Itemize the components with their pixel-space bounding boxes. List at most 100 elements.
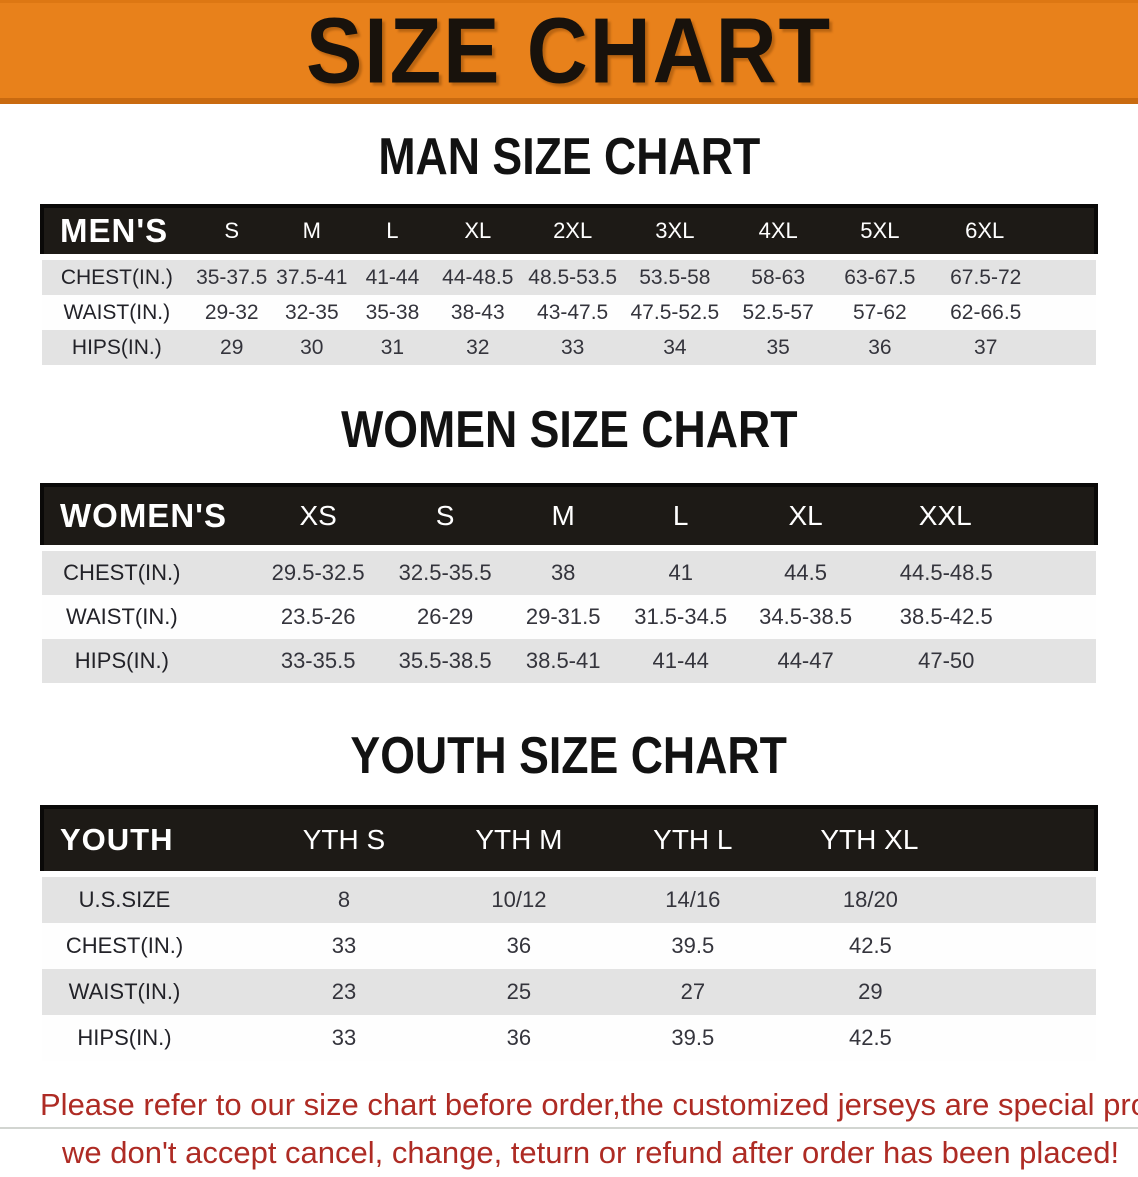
women-cell: 34.5-38.5 <box>739 595 872 639</box>
men-cell: 43-47.5 <box>522 295 623 330</box>
men-cell: 67.5-72 <box>930 254 1096 295</box>
men-cell: 37.5-41 <box>271 254 352 295</box>
men-cell: 29 <box>191 330 272 365</box>
youth-cell: 23 <box>255 969 432 1015</box>
men-cell: 33 <box>522 330 623 365</box>
men-cell: 35-37.5 <box>191 254 272 295</box>
men-row-label: WAIST(IN.) <box>42 295 192 330</box>
youth-section-heading: YOUTH SIZE CHART <box>0 727 1138 786</box>
youth-cell: 42.5 <box>779 1015 1096 1061</box>
women-table-header-row: WOMEN'S XS S M L XL XXL <box>40 483 1098 550</box>
men-column-header: 2XL <box>522 204 623 259</box>
men-cell: 48.5-53.5 <box>522 254 623 295</box>
size-chart-banner: SIZE CHART <box>0 0 1138 104</box>
youth-table-row: U.S.SIZE 8 10/12 14/16 18/20 <box>42 871 1096 923</box>
men-column-header: 3XL <box>622 204 728 259</box>
youth-cell: 18/20 <box>779 871 1096 923</box>
women-cell: 31.5-34.5 <box>621 595 740 639</box>
youth-cell: 8 <box>255 871 432 923</box>
women-cell: 33-35.5 <box>250 639 386 683</box>
youth-table-row: HIPS(IN.) 33 36 39.5 42.5 <box>42 1015 1096 1061</box>
women-cell: 44.5-48.5 <box>871 545 1096 595</box>
youth-cell: 25 <box>431 969 606 1015</box>
men-table-header-row: MEN'S S M L XL 2XL 3XL 4XL 5XL 6XL <box>40 204 1098 259</box>
youth-cell: 14/16 <box>605 871 780 923</box>
women-cell: 41 <box>621 545 740 595</box>
youth-table-label: YOUTH <box>40 805 256 876</box>
women-table-label: WOMEN'S <box>40 483 251 550</box>
youth-cell: 27 <box>605 969 780 1015</box>
youth-row-label: WAIST(IN.) <box>42 969 256 1015</box>
women-cell: 38.5-41 <box>504 639 622 683</box>
men-table-label: MEN'S <box>40 204 192 259</box>
women-row-label: HIPS(IN.) <box>42 639 251 683</box>
women-cell: 29.5-32.5 <box>250 545 386 595</box>
men-column-header: 6XL <box>930 204 1098 259</box>
men-row-label: HIPS(IN.) <box>42 330 192 365</box>
men-cell: 35-38 <box>351 295 433 330</box>
banner-title: SIZE CHART <box>305 0 833 102</box>
youth-cell: 10/12 <box>431 871 606 923</box>
men-row-label: CHEST(IN.) <box>42 254 192 295</box>
men-cell: 36 <box>829 330 931 365</box>
women-cell: 26-29 <box>385 595 505 639</box>
women-column-header: XL <box>739 483 872 550</box>
women-column-header: XXL <box>871 483 1098 550</box>
men-cell: 47.5-52.5 <box>622 295 728 330</box>
men-cell: 57-62 <box>829 295 931 330</box>
women-size-table: WOMEN'S XS S M L XL XXL CHEST(IN.) 29.5-32.5 32.… <box>40 483 1098 683</box>
men-section-heading: MAN SIZE CHART <box>0 132 1138 184</box>
youth-cell: 33 <box>255 923 432 969</box>
youth-table-row: WAIST(IN.) 23 25 27 29 <box>42 969 1096 1015</box>
women-cell: 23.5-26 <box>250 595 386 639</box>
men-column-header: L <box>351 204 433 259</box>
women-cell: 44-47 <box>739 639 872 683</box>
men-cell: 32-35 <box>271 295 352 330</box>
women-row-label: WAIST(IN.) <box>42 595 251 639</box>
youth-row-label: HIPS(IN.) <box>42 1015 256 1061</box>
men-cell: 29-32 <box>191 295 272 330</box>
youth-table-header-row: YOUTH YTH S YTH M YTH L YTH XL <box>40 805 1099 876</box>
bottom-edge-line <box>0 1127 1138 1129</box>
women-table-row: WAIST(IN.) 23.5-26 26-29 29-31.5 31.5-34.5 34… <box>42 595 1096 639</box>
men-column-header: 5XL <box>829 204 931 259</box>
youth-column-header: YTH XL <box>779 805 1099 876</box>
men-cell: 38-43 <box>433 295 523 330</box>
women-row-label: CHEST(IN.) <box>42 545 251 595</box>
men-cell: 58-63 <box>727 254 830 295</box>
men-cell: 52.5-57 <box>727 295 830 330</box>
youth-cell: 42.5 <box>779 923 1096 969</box>
women-cell: 35.5-38.5 <box>385 639 505 683</box>
men-cell: 53.5-58 <box>622 254 728 295</box>
women-cell: 41-44 <box>621 639 740 683</box>
men-cell: 34 <box>622 330 728 365</box>
women-column-header: M <box>504 483 622 550</box>
men-size-table: MEN'S S M L XL 2XL 3XL 4XL 5XL 6XL CHEST(IN.) 35-3… <box>40 204 1098 365</box>
men-cell: 44-48.5 <box>433 254 523 295</box>
women-table-row: HIPS(IN.) 33-35.5 35.5-38.5 38.5-41 41-44 44-… <box>42 639 1096 683</box>
women-heading-text: WOMEN SIZE CHART <box>340 401 798 460</box>
women-cell: 47-50 <box>871 639 1096 683</box>
men-cell: 37 <box>930 330 1096 365</box>
youth-column-header: YTH S <box>255 805 432 876</box>
youth-size-table: YOUTH YTH S YTH M YTH L YTH XL U.S.SIZE 8 10/1… <box>40 805 1099 1061</box>
policy-line-1: Please refer to our size chart before or… <box>40 1087 1138 1122</box>
policy-line-2: we don't accept cancel, change, teturn o… <box>62 1135 1120 1170</box>
women-cell: 38 <box>504 545 622 595</box>
youth-row-label: CHEST(IN.) <box>42 923 256 969</box>
youth-heading-text: YOUTH SIZE CHART <box>350 727 788 786</box>
women-column-header: L <box>621 483 740 550</box>
youth-cell: 39.5 <box>605 923 780 969</box>
youth-cell: 36 <box>431 1015 606 1061</box>
men-column-header: S <box>191 204 272 259</box>
women-table-row: CHEST(IN.) 29.5-32.5 32.5-35.5 38 41 44.5 44.5… <box>42 545 1096 595</box>
youth-cell: 39.5 <box>605 1015 780 1061</box>
women-column-header: XS <box>250 483 386 550</box>
men-cell: 35 <box>727 330 830 365</box>
men-table-row: CHEST(IN.) 35-37.5 37.5-41 41-44 44-48.5 48.5… <box>42 254 1096 295</box>
men-table-row: HIPS(IN.) 29 30 31 32 33 34 35 36 37 <box>42 330 1096 365</box>
youth-row-label: U.S.SIZE <box>42 871 256 923</box>
men-cell: 41-44 <box>351 254 433 295</box>
youth-cell: 36 <box>431 923 606 969</box>
women-cell: 32.5-35.5 <box>385 545 505 595</box>
